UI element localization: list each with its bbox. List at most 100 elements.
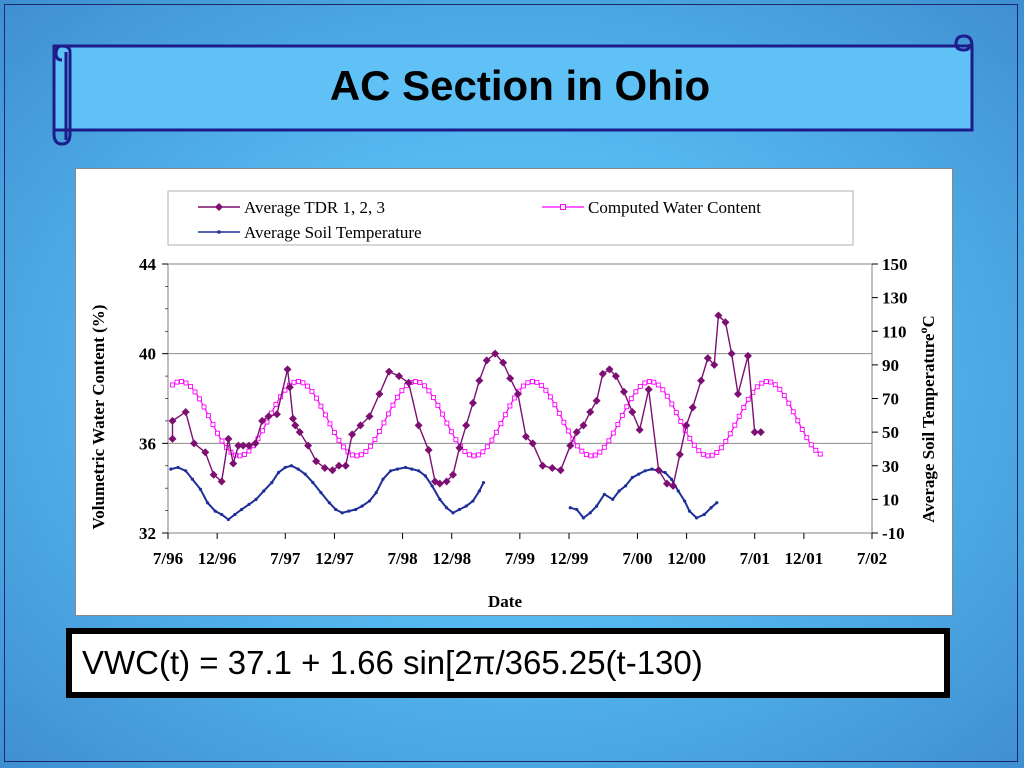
tdr-point (566, 441, 575, 450)
temperature-point (575, 507, 579, 512)
computed-point (669, 401, 675, 407)
tdr-point (491, 349, 500, 358)
computed-point (741, 405, 747, 410)
temperature-point (623, 484, 628, 488)
computed-point (538, 382, 544, 388)
computed-point (718, 445, 724, 451)
tdr-point (710, 360, 719, 369)
tdr-point (365, 412, 374, 421)
temperature-point (367, 499, 372, 503)
temperature-point (283, 465, 287, 470)
computed-point (754, 384, 760, 390)
computed-point (817, 451, 823, 457)
tdr-point (234, 441, 243, 450)
computed-point (340, 444, 346, 450)
computed-point (439, 411, 445, 417)
computed-point (349, 452, 355, 458)
legend-label-temperature: Average Soil Temperature (244, 223, 422, 242)
tdr-point (654, 466, 663, 475)
y-right-tick-label: 150 (882, 255, 908, 274)
temperature-point (319, 491, 323, 495)
tdr-point (592, 396, 601, 405)
computed-point (673, 410, 679, 415)
computed-point (462, 449, 468, 454)
tdr-point (181, 407, 190, 416)
temperature-point (630, 475, 634, 480)
temperature-point (669, 477, 674, 481)
computed-point (520, 383, 526, 389)
tdr-point (244, 441, 253, 450)
tdr-point (385, 367, 394, 376)
computed-point (561, 419, 567, 425)
y-right-tick-label: 10 (882, 490, 899, 509)
temperature-point (276, 470, 281, 475)
computed-point (700, 451, 706, 457)
tdr-point (635, 425, 644, 434)
computed-point (759, 380, 765, 386)
x-tick-label: 7/00 (622, 549, 652, 568)
computed-point (291, 379, 297, 385)
series (168, 311, 824, 522)
computed-point (556, 410, 562, 416)
temperature-point (410, 467, 414, 471)
computed-point (628, 396, 634, 402)
x-tick-label: 7/01 (740, 549, 770, 568)
computed-point (633, 389, 639, 395)
computed-point (786, 400, 792, 406)
temperature-point (637, 472, 641, 476)
temperature-point (190, 477, 195, 481)
computed-point (174, 379, 180, 385)
temperature-point (220, 512, 224, 517)
tdr-point (288, 414, 297, 423)
temperature-point (457, 507, 462, 512)
temperature-point (334, 507, 338, 512)
computed-point (763, 379, 769, 384)
computed-point (331, 430, 337, 435)
tdr-point (528, 439, 537, 448)
computed-point (210, 422, 216, 428)
computed-point (813, 447, 819, 453)
tdr-point (611, 372, 620, 381)
temperature-point (451, 511, 455, 515)
computed-point (502, 412, 508, 418)
computed-point (430, 395, 436, 400)
banner-scroll-body (52, 44, 974, 132)
computed-point (624, 404, 630, 410)
tdr-point (572, 428, 581, 437)
tdr-point (462, 421, 471, 430)
tdr-point (663, 479, 672, 488)
computed-point (592, 452, 598, 458)
slide-frame (4, 4, 1018, 762)
y-left-tick-label: 32 (139, 524, 156, 543)
computed-point (565, 428, 571, 434)
computed-point (795, 418, 801, 424)
computed-point (547, 394, 553, 400)
chart-svg: 32 36 40 44 -10 10 30 50 70 90 110 130 150 7/96 12/96 7… (89, 190, 938, 611)
computed-point (619, 413, 625, 418)
tdr-point (295, 428, 304, 437)
y-right-axis-title: Average Soil TemperatureoC (916, 315, 938, 522)
temperature-point (226, 517, 231, 522)
computed-point (732, 422, 738, 428)
computed-point (736, 413, 742, 419)
temperature-point (347, 509, 351, 513)
x-tick-label: 7/98 (387, 549, 417, 568)
temperature-point (430, 484, 434, 488)
legend-marker-computed (560, 204, 566, 210)
temperature-point (340, 511, 344, 515)
legend-marker-temperature (217, 230, 221, 234)
temperature-point (360, 504, 364, 508)
temperature-point (438, 497, 442, 501)
temperature-point (311, 480, 315, 485)
tdr-point (320, 463, 329, 472)
computed-point (480, 449, 486, 455)
temperature-point (254, 497, 258, 501)
tdr-point (258, 416, 267, 425)
computed-point (426, 388, 432, 394)
computed-point (242, 452, 247, 457)
chart-panel: 32 36 40 44 -10 10 30 50 70 90 110 130 150 7/96 12/96 7… (75, 168, 953, 616)
x-tick-label: 7/02 (857, 549, 887, 568)
computed-point (610, 430, 616, 436)
tdr-point (442, 477, 451, 486)
computed-point (336, 437, 342, 443)
